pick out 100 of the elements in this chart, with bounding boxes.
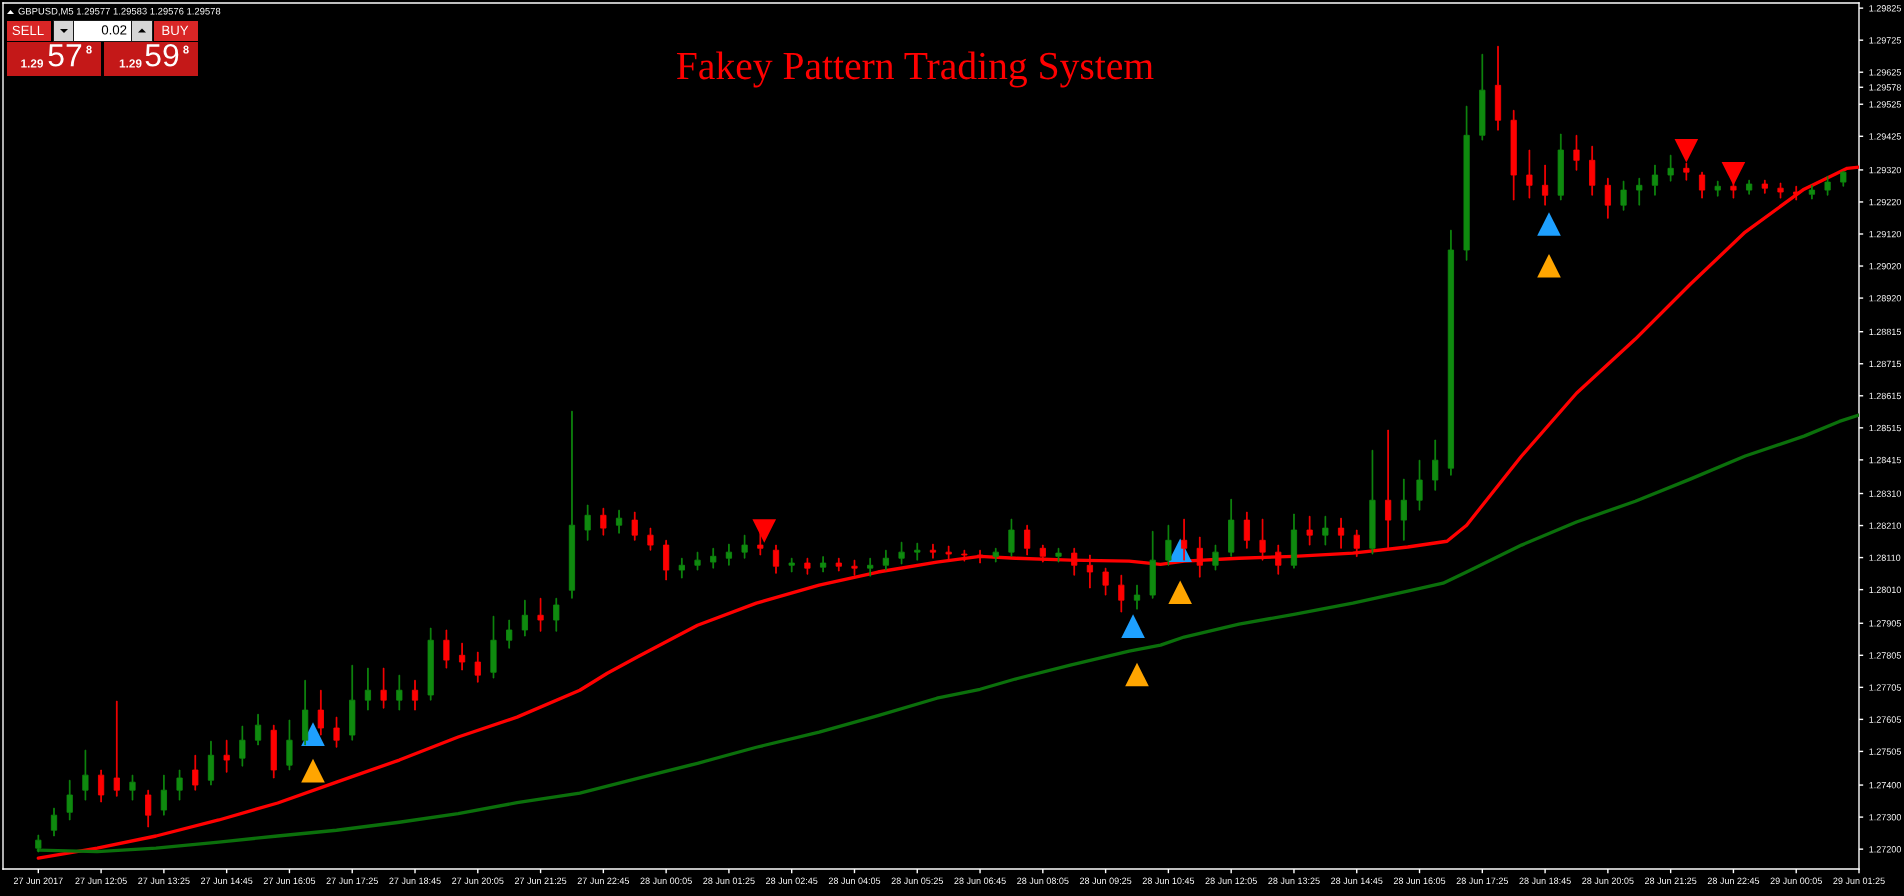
candlestick <box>1526 149 1533 199</box>
line-series <box>36 413 1859 854</box>
candlestick <box>725 543 733 566</box>
candlestick <box>976 549 984 564</box>
candlestick <box>1118 574 1125 613</box>
candlestick <box>1416 459 1423 511</box>
candlestick <box>411 679 419 711</box>
candlestick <box>804 557 811 575</box>
annotation: 57 <box>48 44 82 67</box>
x-tick-label: 28 Jun 05:25 <box>891 877 943 884</box>
candlestick <box>631 511 638 541</box>
x-tick-label: 28 Jun 17:25 <box>1456 877 1509 884</box>
candlestick <box>1400 478 1407 541</box>
candlestick <box>1542 164 1549 206</box>
candlestick <box>945 545 952 561</box>
candlestick <box>396 674 403 711</box>
y-tick-label: 1.29320 <box>1869 166 1901 174</box>
y-tick-label: 1.27805 <box>1869 652 1901 659</box>
candlestick <box>160 774 167 816</box>
candlestick <box>772 544 780 574</box>
y-tick-label: 1.27300 <box>1869 814 1901 821</box>
candlestick <box>35 834 42 853</box>
candlestick <box>914 542 921 561</box>
candlestick <box>98 769 105 803</box>
x-tick-label: 27 Jun 21:25 <box>514 877 567 884</box>
x-tick-label: 27 Jun 12:05 <box>75 877 127 884</box>
candlestick <box>490 615 497 679</box>
y-tick-label: 1.27905 <box>1869 620 1901 627</box>
candlestick <box>1243 511 1250 549</box>
x-tick-label: 27 Jun 16:05 <box>263 877 316 884</box>
y-tick-label: 1.28920 <box>1869 295 1901 302</box>
candlestick <box>506 619 513 649</box>
candlestick <box>663 539 670 581</box>
x-tick-label: 28 Jun 04:05 <box>828 877 881 884</box>
candlestick <box>1573 134 1580 171</box>
candlestick <box>929 543 937 559</box>
candlestick <box>1604 177 1611 219</box>
x-tick-label: 28 Jun 22:45 <box>1707 877 1760 884</box>
candlestick <box>1494 45 1502 131</box>
candlestick <box>1620 180 1627 211</box>
candlestick <box>270 724 277 779</box>
candlestick <box>443 629 450 669</box>
candlestick <box>207 740 215 786</box>
candlestick <box>521 599 528 637</box>
candlestick <box>1746 179 1753 195</box>
y-tick-label: 1.28210 <box>1869 522 1901 529</box>
candlestick <box>364 667 372 711</box>
candlestick <box>1589 145 1596 196</box>
annotation: 0.02 <box>101 25 127 35</box>
candlestick <box>1808 184 1815 200</box>
candlestick <box>145 789 152 828</box>
candlestick <box>176 769 183 801</box>
candlestick <box>223 739 230 773</box>
text: Fakey Pattern Trading System <box>676 51 1154 88</box>
candlestick <box>1824 175 1831 196</box>
candlestick <box>694 551 701 571</box>
y-tick-label: 1.27200 <box>1869 846 1901 853</box>
point <box>752 519 777 543</box>
candlestick <box>113 700 120 797</box>
x-tick-label: 28 Jun 09:25 <box>1079 877 1132 884</box>
y-tick-label: 1.29825 <box>1869 5 1901 12</box>
candlestick <box>615 509 623 534</box>
x-tick-label: 27 Jun 2017 <box>13 877 63 884</box>
candlestick <box>882 549 889 571</box>
candlestick <box>1306 515 1313 546</box>
candlestick <box>1667 154 1674 182</box>
point <box>1121 614 1145 638</box>
candlestick <box>1133 584 1141 610</box>
candlestick <box>349 664 356 741</box>
candlestick <box>1102 567 1109 596</box>
candlestick <box>584 504 591 541</box>
candlestick <box>380 667 387 709</box>
candlestick <box>1181 518 1188 561</box>
candlestick <box>568 410 576 599</box>
y-tick-label: 1.29120 <box>1869 230 1901 238</box>
candlestick <box>1008 518 1015 557</box>
point <box>1537 212 1561 236</box>
y-tick-label: 1.27705 <box>1869 684 1901 691</box>
y-tick-label: 1.29020 <box>1869 263 1901 270</box>
candlestick <box>239 725 246 767</box>
annotation: 59 <box>145 43 179 67</box>
x-tick-label: 28 Jun 20:05 <box>1582 877 1634 884</box>
candlestick <box>333 716 340 748</box>
point <box>1168 580 1192 604</box>
y-tick-label: 1.27605 <box>1869 716 1901 723</box>
x-tick-label: 29 Jun 01:25 <box>1833 877 1885 884</box>
y-tick-label: 1.29525 <box>1869 101 1901 108</box>
x-tick-label: 29 Jun 00:05 <box>1770 877 1822 884</box>
annotation: 1.29 <box>21 59 44 68</box>
x-tick-label: 27 Jun 22:45 <box>577 877 630 884</box>
x-tick-label: 28 Jun 12:05 <box>1205 877 1257 884</box>
candlestick <box>961 549 968 562</box>
y-tick-label: 1.27505 <box>1869 748 1901 755</box>
y-tick-label: 1.28615 <box>1869 392 1901 400</box>
candlestick <box>741 534 748 559</box>
y-tick-label: 1.28010 <box>1869 586 1901 593</box>
candlestick <box>1793 185 1800 201</box>
candlestick <box>1777 182 1784 199</box>
candlestick <box>254 713 262 746</box>
candlestick <box>1463 105 1470 261</box>
